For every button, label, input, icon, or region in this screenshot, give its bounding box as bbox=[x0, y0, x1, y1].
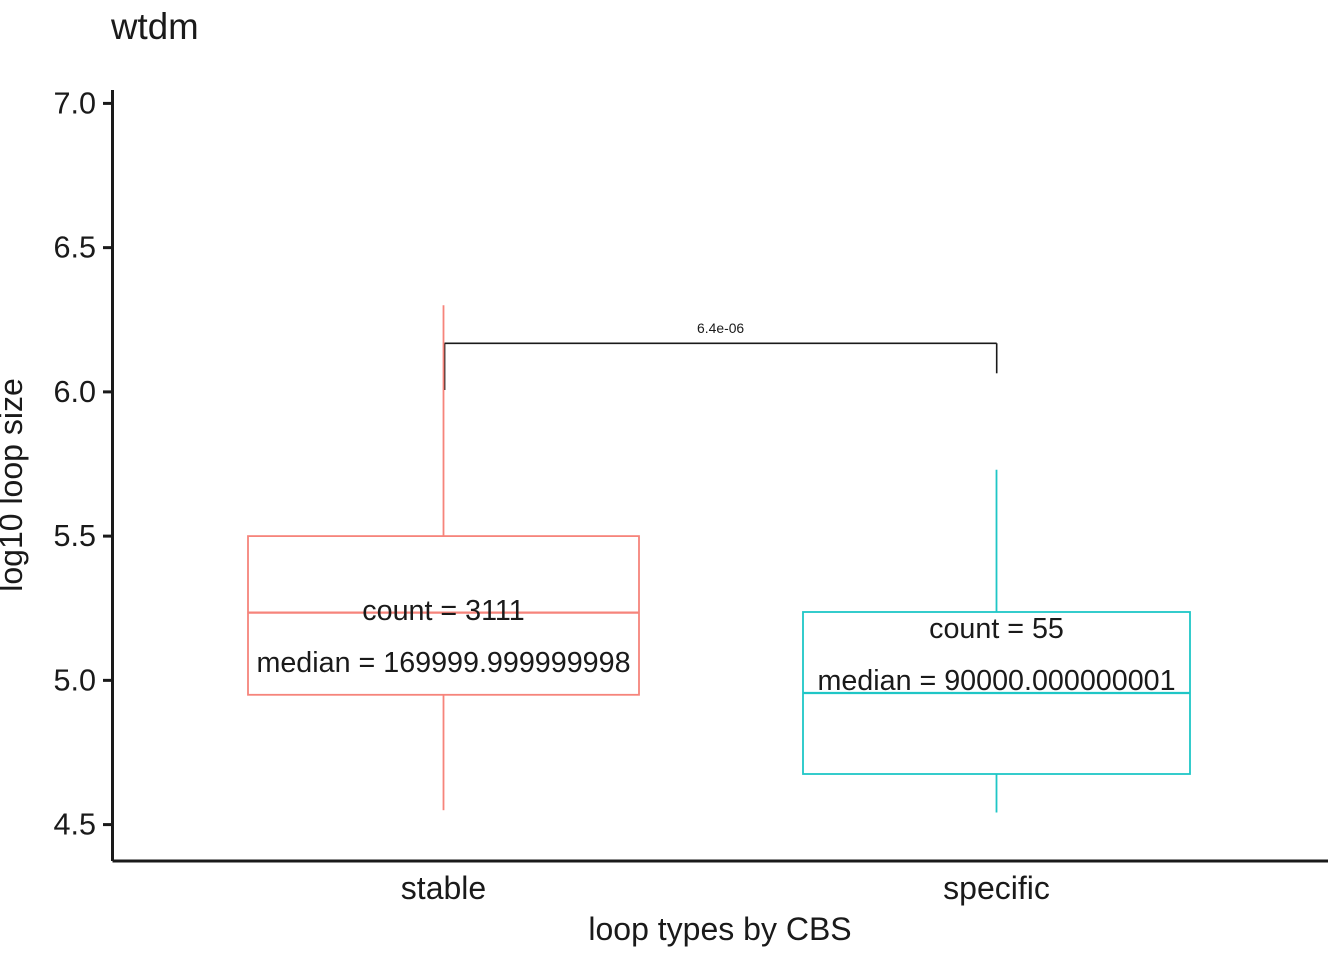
svg-text:count = 3111: count = 3111 bbox=[362, 595, 524, 627]
svg-text:6.4e-06: 6.4e-06 bbox=[697, 320, 744, 336]
svg-text:6.0: 6.0 bbox=[53, 375, 96, 409]
svg-text:count = 55: count = 55 bbox=[929, 613, 1064, 645]
svg-text:5.0: 5.0 bbox=[53, 663, 96, 697]
svg-text:loop types by CBS: loop types by CBS bbox=[588, 911, 851, 947]
svg-text:log10 loop size: log10 loop size bbox=[0, 378, 29, 591]
svg-text:specific: specific bbox=[943, 870, 1050, 906]
svg-text:7.0: 7.0 bbox=[53, 87, 96, 121]
svg-text:stable: stable bbox=[401, 870, 486, 906]
svg-text:5.5: 5.5 bbox=[53, 519, 96, 553]
svg-text:median = 90000.000000001: median = 90000.000000001 bbox=[817, 665, 1175, 697]
svg-text:6.5: 6.5 bbox=[53, 231, 96, 265]
svg-text:median = 169999.999999998: median = 169999.999999998 bbox=[256, 647, 630, 679]
svg-text:wtdm: wtdm bbox=[110, 6, 199, 47]
svg-text:4.5: 4.5 bbox=[53, 808, 96, 842]
